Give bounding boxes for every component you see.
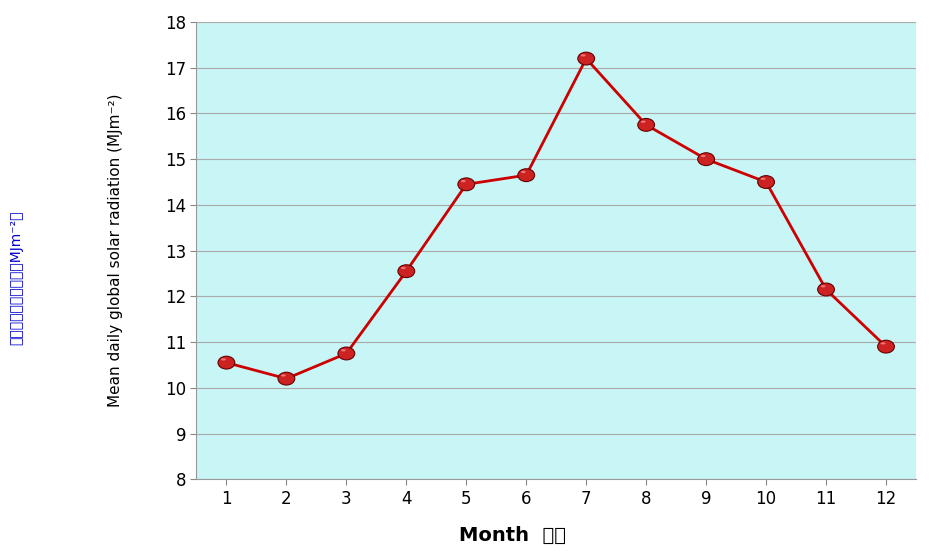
Ellipse shape — [697, 153, 714, 166]
Text: 平均每日太陽總輺射（MJm⁻²）: 平均每日太陽總輺射（MJm⁻²） — [9, 211, 24, 345]
Ellipse shape — [278, 372, 295, 385]
Ellipse shape — [638, 118, 654, 131]
Ellipse shape — [341, 349, 345, 351]
Ellipse shape — [701, 155, 706, 157]
Ellipse shape — [581, 54, 586, 57]
Ellipse shape — [458, 178, 475, 191]
Ellipse shape — [878, 340, 895, 353]
Y-axis label: Mean daily global solar radiation (MJm⁻²): Mean daily global solar radiation (MJm⁻²… — [108, 94, 123, 408]
Ellipse shape — [461, 180, 466, 182]
Ellipse shape — [758, 176, 775, 188]
Ellipse shape — [518, 169, 534, 182]
Ellipse shape — [578, 52, 595, 65]
Ellipse shape — [218, 356, 235, 369]
Ellipse shape — [881, 342, 885, 345]
Ellipse shape — [817, 283, 834, 296]
Ellipse shape — [401, 267, 406, 269]
Ellipse shape — [520, 171, 526, 173]
Ellipse shape — [221, 358, 226, 361]
Ellipse shape — [398, 265, 414, 277]
Text: Month  月份: Month 月份 — [459, 526, 565, 545]
Ellipse shape — [761, 178, 765, 180]
Ellipse shape — [820, 285, 826, 287]
Ellipse shape — [641, 121, 645, 123]
Ellipse shape — [338, 347, 355, 360]
Ellipse shape — [281, 374, 286, 376]
